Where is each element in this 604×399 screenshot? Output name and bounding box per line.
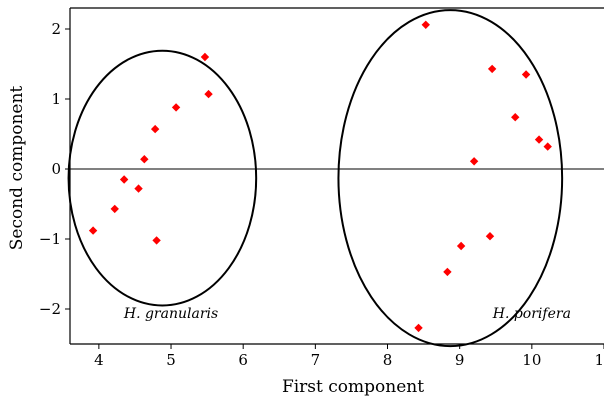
group-label-granularis: H. granularis [123, 306, 218, 322]
data-point [469, 157, 479, 166]
y-axis-title: Second component [7, 86, 27, 251]
data-points [88, 20, 552, 333]
data-point [119, 175, 129, 184]
y-tick-label: 1 [51, 90, 61, 108]
data-point [171, 103, 181, 112]
data-point [485, 232, 495, 241]
x-tick-label: 11 [594, 351, 604, 369]
group-ellipses [67, 9, 564, 348]
data-point [443, 267, 452, 277]
data-point [88, 226, 98, 235]
x-tick-label: 5 [166, 351, 176, 369]
x-tick-label: 6 [238, 351, 248, 369]
group-label-porifera: H. porifera [492, 306, 571, 322]
y-tick-label: 2 [51, 20, 61, 38]
data-point [140, 155, 149, 164]
data-point [152, 236, 161, 245]
data-point [456, 241, 466, 251]
data-point [511, 113, 520, 122]
x-tick-label: 4 [94, 351, 104, 369]
data-point [134, 184, 143, 193]
data-point [421, 20, 430, 29]
group-ellipse-2 [337, 9, 564, 348]
data-point [110, 204, 119, 214]
y-tick-label: 0 [51, 160, 61, 178]
x-tick-label: 9 [455, 351, 465, 369]
y-axis-ticks: −2 −1 0 1 2 [39, 20, 70, 318]
x-tick-label: 8 [383, 351, 393, 369]
data-point [200, 52, 210, 62]
data-point [204, 89, 213, 99]
data-point [543, 142, 552, 151]
group-ellipse-1 [67, 49, 258, 307]
x-axis-title: First component [282, 377, 424, 397]
y-tick-label: −1 [39, 230, 61, 248]
x-tick-label: 10 [522, 351, 541, 369]
data-point [487, 64, 497, 74]
x-axis-ticks: 4 5 6 7 8 9 10 11 [94, 344, 604, 369]
data-point [534, 135, 544, 144]
x-tick-label: 7 [311, 351, 321, 369]
data-point [150, 124, 160, 134]
group-labels: H. granularis H. porifera [123, 306, 571, 322]
plot-frame [69, 7, 604, 345]
y-tick-label: −2 [39, 300, 61, 318]
data-point [521, 70, 531, 79]
data-point [414, 323, 423, 333]
